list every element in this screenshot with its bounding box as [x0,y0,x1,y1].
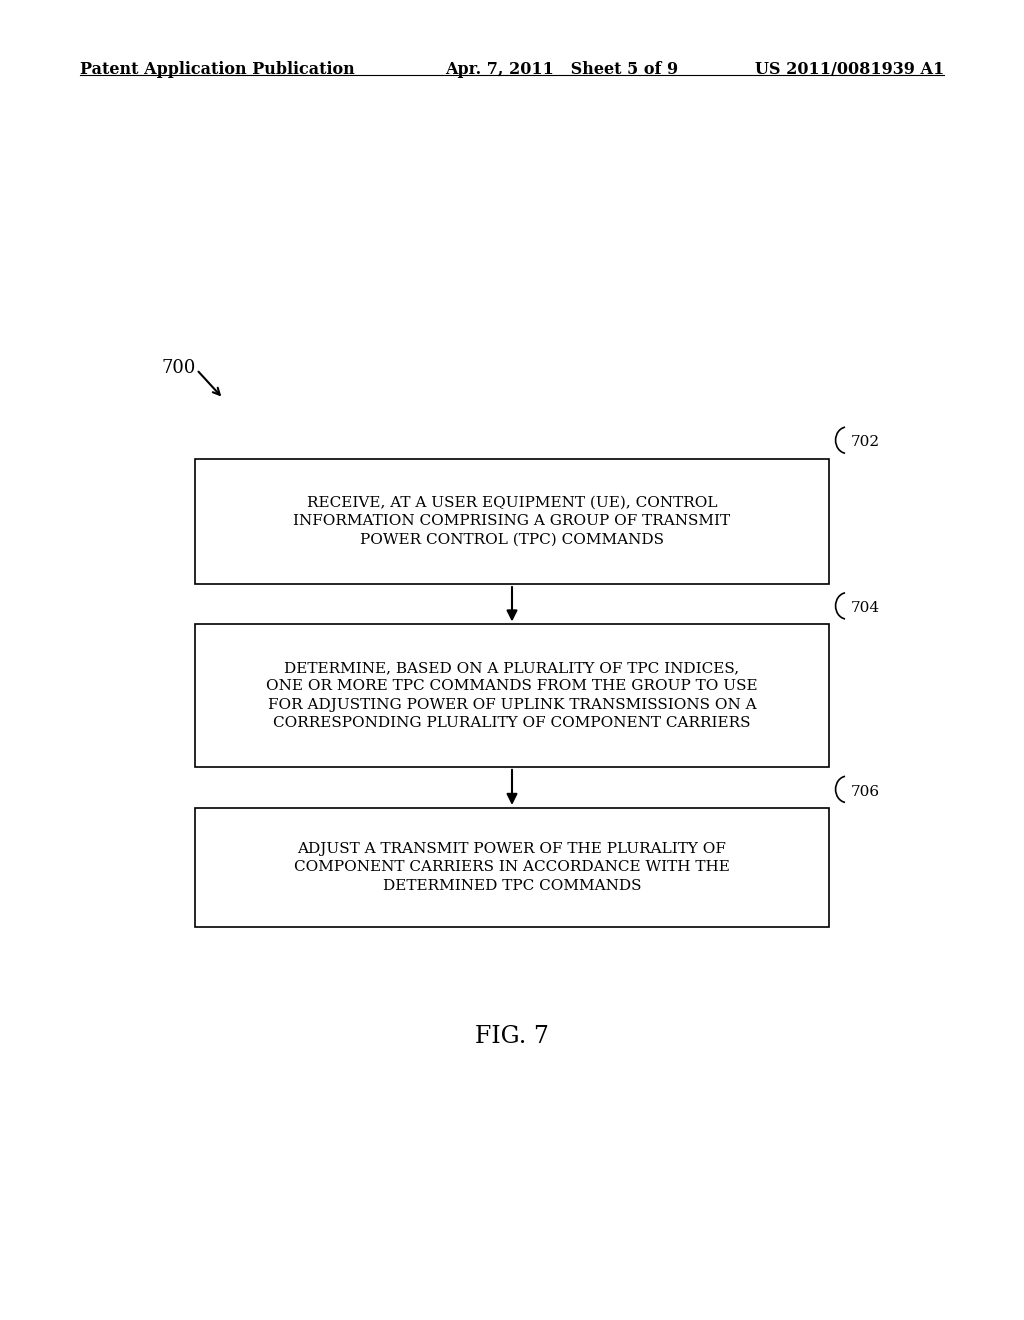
Text: US 2011/0081939 A1: US 2011/0081939 A1 [755,61,944,78]
Bar [195,459,829,583]
Text: Patent Application Publication: Patent Application Publication [80,61,354,78]
Bar [195,624,829,767]
Text: RECEIVE, AT A USER EQUIPMENT (UE), CONTROL
INFORMATION COMPRISING A GROUP OF TRA: RECEIVE, AT A USER EQUIPMENT (UE), CONTR… [294,496,730,546]
Text: 702: 702 [851,436,880,449]
Text: 704: 704 [851,601,880,615]
Bar [195,808,829,927]
Text: ADJUST A TRANSMIT POWER OF THE PLURALITY OF
COMPONENT CARRIERS IN ACCORDANCE WIT: ADJUST A TRANSMIT POWER OF THE PLURALITY… [294,842,730,892]
Text: 700: 700 [162,359,197,378]
Text: DETERMINE, BASED ON A PLURALITY OF TPC INDICES,
ONE OR MORE TPC COMMANDS FROM TH: DETERMINE, BASED ON A PLURALITY OF TPC I… [266,661,758,730]
Text: FIG. 7: FIG. 7 [475,1024,549,1048]
Text: 706: 706 [851,784,880,799]
Text: Apr. 7, 2011   Sheet 5 of 9: Apr. 7, 2011 Sheet 5 of 9 [445,61,679,78]
